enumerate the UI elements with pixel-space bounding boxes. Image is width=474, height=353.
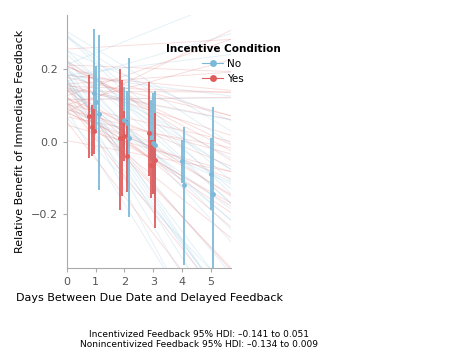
Legend: No, Yes: No, Yes <box>163 41 284 87</box>
Y-axis label: Relative Benefit of Immediate Feedback: Relative Benefit of Immediate Feedback <box>15 30 25 253</box>
X-axis label: Days Between Due Date and Delayed Feedback: Days Between Due Date and Delayed Feedba… <box>16 293 283 303</box>
Text: Incentivized Feedback 95% HDI: –0.141 to 0.051
Nonincentivized Feedback 95% HDI:: Incentivized Feedback 95% HDI: –0.141 to… <box>80 330 318 349</box>
